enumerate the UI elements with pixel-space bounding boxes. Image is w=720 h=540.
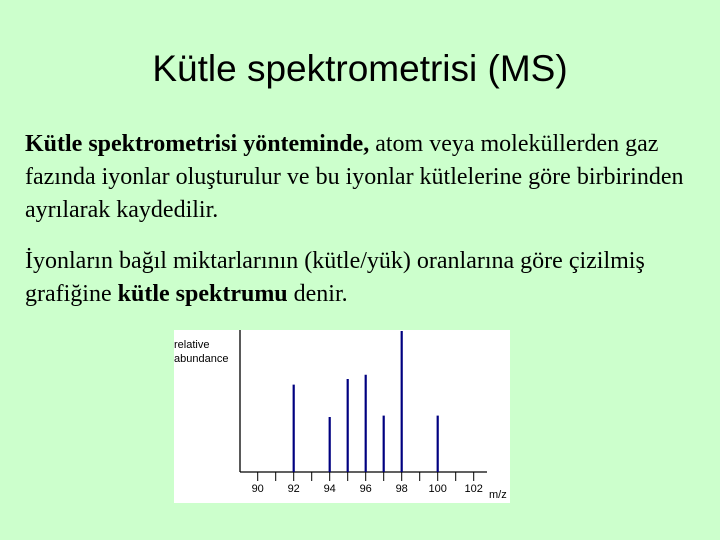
x-tick-label: 90 <box>252 483 264 495</box>
bold-term-spectrum: kütle spektrumu <box>117 281 288 307</box>
bold-term: Kütle spektrometrisi yönteminde, <box>25 131 370 157</box>
mass-spectrum-chart: relative abundance m/z 90 92 94 96 98 100 102 <box>174 330 510 503</box>
slide-title: Kütle spektrometrisi (MS) <box>152 48 568 89</box>
x-tick-label: 92 <box>288 483 300 495</box>
y-label-line2: abundance <box>174 353 228 365</box>
paragraph-definition: Kütle spektrometrisi yönteminde, atom ve… <box>25 128 715 227</box>
x-tick-label: 96 <box>360 483 372 495</box>
chart-svg: relative abundance m/z 90 92 94 96 98 100 102 <box>174 330 507 501</box>
x-tick-label: 100 <box>429 483 447 495</box>
paragraph-spectrum: İyonların bağıl miktarlarının (kütle/yük… <box>25 245 715 311</box>
x-axis-label: m/z <box>489 489 507 501</box>
spectrum-text-b: denir. <box>287 281 348 307</box>
x-tick-label: 98 <box>396 483 408 495</box>
y-label-line1: relative <box>174 339 209 351</box>
definition-text: atom veya moleküllerden gaz fazında iyon… <box>25 131 684 223</box>
x-tick-label: 94 <box>324 483 336 495</box>
x-tick-label: 102 <box>465 483 483 495</box>
spectrum-text-a: İyonların bağıl miktarlarının (kütle/yük… <box>25 248 645 307</box>
